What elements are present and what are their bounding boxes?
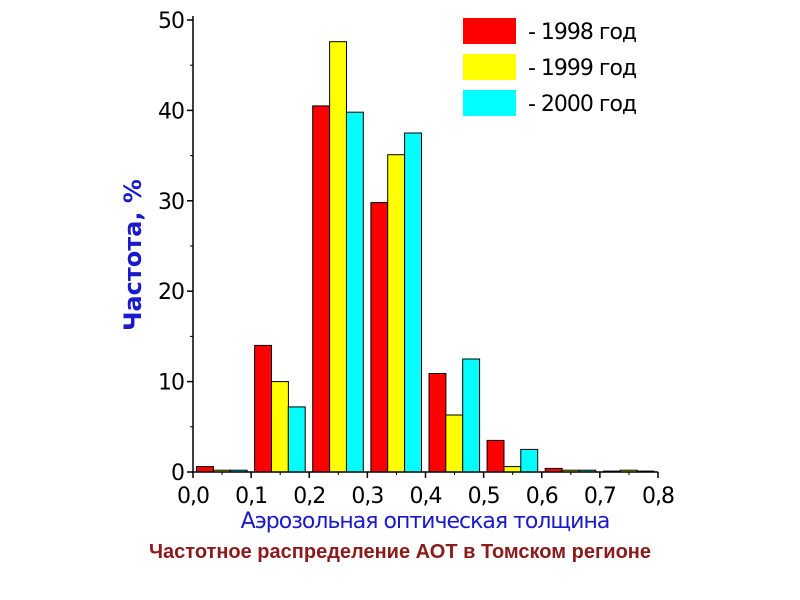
x-tick-label: 0,3 [351, 484, 383, 509]
legend-label-1: - 1998 год [528, 20, 637, 45]
figure-caption: Частотное распределение АОТ в Томском ре… [148, 541, 651, 563]
y-tick-label: 10 [158, 371, 184, 396]
y-tick-label: 0 [171, 461, 184, 486]
x-tick-label: 0,4 [410, 484, 442, 509]
bar-3-5 [462, 358, 481, 473]
bar-2-3 [329, 41, 348, 473]
x-tick-label: 0,7 [584, 484, 616, 509]
legend-label-3: - 2000 год [528, 92, 637, 117]
y-tick-label: 20 [158, 280, 184, 305]
y-tick-label: 30 [158, 190, 184, 215]
bar-3-4 [404, 132, 423, 473]
legend-swatch-3 [463, 90, 516, 116]
bar-2-4 [387, 154, 406, 473]
x-tick-label: 0,0 [177, 484, 209, 509]
bar-2-5 [445, 414, 464, 473]
x-tick-label: 0,1 [235, 484, 267, 509]
bar-3-6 [520, 448, 539, 473]
legend-swatch-1 [463, 18, 516, 44]
y-tick-label: 40 [158, 99, 184, 124]
axes-group [187, 16, 659, 478]
bar-1-1 [196, 466, 214, 473]
x-axis-label: Аэрозольная оптическая толщина [241, 509, 610, 534]
aot-frequency-chart: 0 10 20 30 40 50 0,0 0,1 0,2 0,3 0,4 0,5 0,6 0,7 0,8 -… [119, 9, 675, 534]
bar-1-5 [428, 373, 447, 473]
x-tick-label: 0,6 [526, 484, 558, 509]
bar-2-2 [271, 381, 289, 473]
legend-swatch-2 [463, 54, 516, 80]
x-tick-label: 0,5 [468, 484, 500, 509]
bar-1-3 [312, 105, 331, 473]
bar-1-4 [370, 202, 389, 473]
tick-labels-group: 0 10 20 30 40 50 0,0 0,1 0,2 0,3 0,4 0,5 0,6 0,7 0,8 [158, 9, 675, 509]
legend: - 1998 год - 1999 год - 2000 год [463, 18, 638, 117]
x-tick-label: 0,8 [642, 484, 674, 509]
y-tick-label: 50 [158, 9, 184, 34]
bar-3-3 [345, 111, 364, 473]
bar-1-6 [486, 439, 505, 473]
x-tick-label: 0,2 [293, 484, 325, 509]
y-axis-label: Частота, % [119, 179, 147, 331]
bar-2-6 [503, 466, 522, 473]
bar-1-2 [254, 344, 273, 473]
legend-label-2: - 1999 год [528, 56, 637, 81]
bar-3-2 [287, 406, 306, 473]
